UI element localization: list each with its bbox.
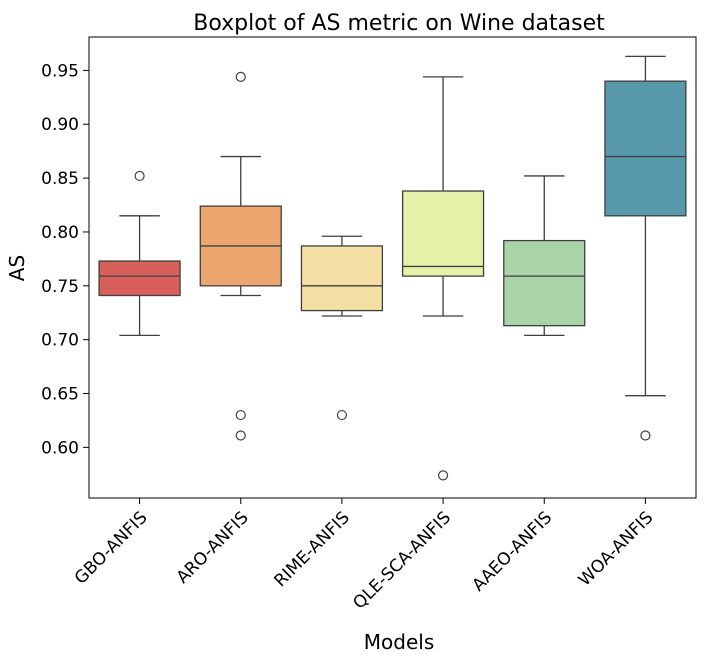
y-tick-label: 0.80 [41,223,79,243]
y-axis: 0.60 0.65 0.70 0.75 0.80 0.85 0.90 0.95 [41,61,89,458]
y-tick-label: 0.90 [41,115,79,135]
x-tick-label: WOA-ANFIS [575,508,658,591]
chart-title: Boxplot of AS metric on Wine dataset [193,11,605,36]
box-iqr [98,260,181,297]
box-group-gbo-anfis [98,170,181,337]
box-group-aro-anfis [199,71,282,441]
y-tick-label: 0.75 [41,277,79,297]
boxes-layer [98,55,687,481]
x-tick-label: QLE-SCA-ANFIS [349,508,455,614]
y-tick-label: 0.85 [41,169,79,189]
plot-frame [88,36,697,499]
box-iqr [401,190,485,277]
outlier-point [640,430,651,441]
outlier-point [437,470,449,481]
box-group-aaeo-anfis [503,175,586,337]
y-tick-label: 0.70 [41,331,79,351]
box-group-rime-anfis [300,235,384,421]
box-iqr [300,245,384,312]
box-group-woa-anfis [604,55,687,441]
y-tick-label: 0.65 [41,385,79,405]
x-tick-label: GBO-ANFIS [71,508,152,589]
outlier-point [235,409,246,421]
box-iqr [503,239,586,327]
outlier-point [134,170,145,182]
x-tick-label: RIME-ANFIS [270,508,353,591]
box-iqr [604,80,687,217]
outlier-point [336,409,348,421]
outlier-point [235,71,246,82]
x-axis-label: Models [364,630,434,654]
y-axis-label: AS [5,255,29,281]
box-group-qle-sca-anfis [401,76,485,481]
outlier-point [235,430,246,441]
x-tick-label: ARO-ANFIS [173,508,253,588]
x-axis: GBO-ANFIS ARO-ANFIS RIME-ANFISQLE-SCA-ANFI… [71,498,658,614]
x-tick-label: AAEO-ANFIS [468,508,556,596]
y-tick-label: 0.95 [41,61,79,81]
y-tick-label: 0.60 [41,438,79,458]
